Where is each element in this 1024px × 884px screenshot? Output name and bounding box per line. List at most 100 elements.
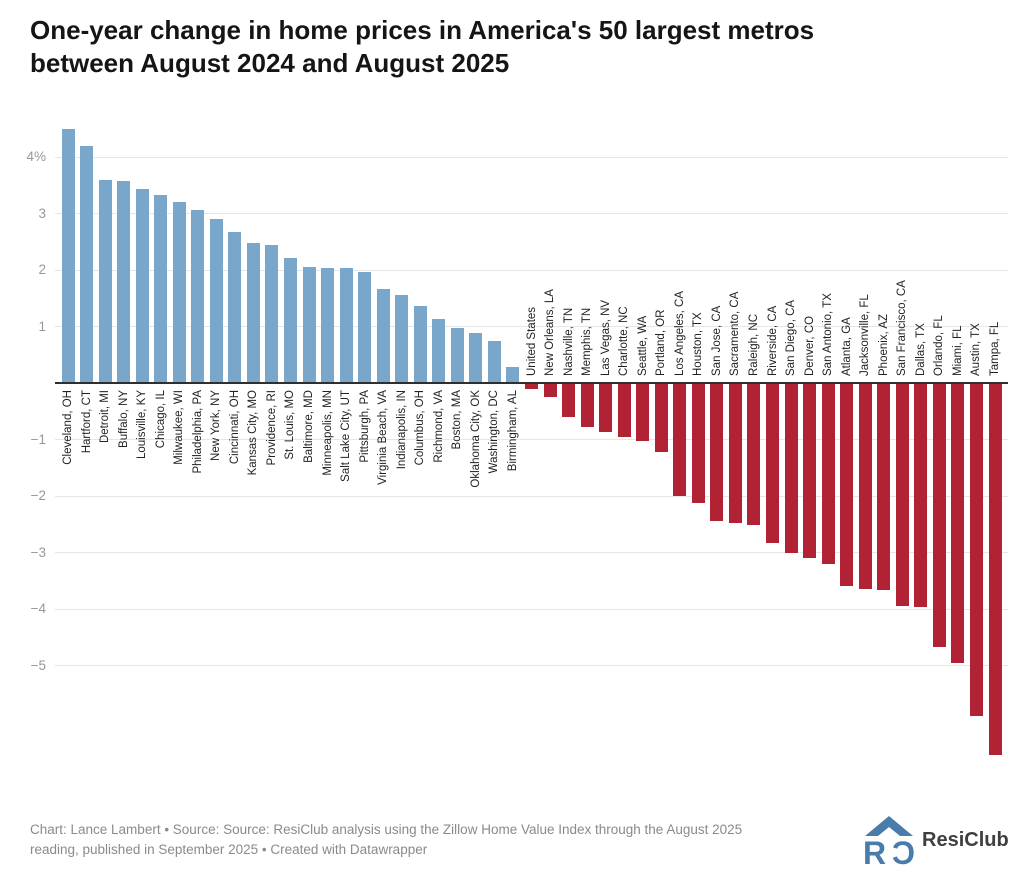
y-axis-tick-label: 4% bbox=[26, 149, 46, 164]
bar-label: Minneapolis, MN bbox=[321, 390, 334, 476]
bar[interactable] bbox=[728, 383, 742, 524]
bar[interactable] bbox=[858, 383, 872, 589]
bar[interactable] bbox=[673, 383, 687, 496]
bar-label: St. Louis, MO bbox=[284, 390, 297, 460]
gridline bbox=[55, 665, 1008, 666]
gridline bbox=[55, 495, 1008, 497]
bar-label: Richmond, VA bbox=[432, 390, 445, 463]
bar-label: Nashville, TN bbox=[562, 307, 575, 376]
bar[interactable] bbox=[895, 383, 909, 606]
bar[interactable] bbox=[710, 383, 724, 521]
bar[interactable] bbox=[691, 383, 705, 504]
y-axis-tick-label: 1 bbox=[38, 318, 46, 334]
y-axis-tick-label: −5 bbox=[30, 657, 46, 673]
bar-label: Virginia Beach, VA bbox=[377, 390, 390, 485]
chart-title: One-year change in home prices in Americ… bbox=[30, 14, 990, 80]
bar[interactable] bbox=[877, 383, 891, 591]
bar[interactable] bbox=[487, 341, 501, 383]
bar[interactable] bbox=[432, 319, 446, 383]
bar-label: Chicago, IL bbox=[154, 390, 167, 449]
bar-label: Phoenix, AZ bbox=[877, 313, 890, 376]
bar[interactable] bbox=[154, 195, 168, 383]
bar-label: Denver, CO bbox=[803, 315, 816, 376]
bar[interactable] bbox=[228, 232, 242, 383]
bar[interactable] bbox=[969, 383, 983, 717]
bar-label: Washington, DC bbox=[488, 390, 501, 474]
bar-label: Hartford, CT bbox=[80, 390, 93, 454]
bar[interactable] bbox=[506, 367, 520, 383]
bar[interactable] bbox=[747, 383, 761, 526]
bar[interactable] bbox=[117, 180, 131, 383]
bar[interactable] bbox=[80, 145, 94, 383]
bar[interactable] bbox=[988, 383, 1002, 755]
bar[interactable] bbox=[784, 383, 798, 553]
bar[interactable] bbox=[469, 333, 483, 383]
resiclub-logo: R C ResiClub bbox=[864, 810, 1014, 870]
bar[interactable] bbox=[321, 267, 335, 383]
bar-label: Boston, MA bbox=[451, 390, 464, 450]
bar[interactable] bbox=[358, 271, 372, 383]
svg-text:C: C bbox=[892, 835, 914, 867]
bar-label: Buffalo, NY bbox=[117, 390, 130, 448]
bar-label: Riverside, CA bbox=[766, 305, 779, 376]
bar[interactable] bbox=[821, 383, 835, 564]
bar[interactable] bbox=[98, 179, 112, 383]
bar[interactable] bbox=[191, 210, 205, 383]
bar[interactable] bbox=[562, 383, 576, 417]
bar[interactable] bbox=[413, 305, 427, 383]
bar[interactable] bbox=[654, 383, 668, 453]
y-axis-tick-label: −3 bbox=[30, 544, 46, 560]
bar[interactable] bbox=[246, 243, 260, 383]
bar[interactable] bbox=[951, 383, 965, 663]
bar[interactable] bbox=[803, 383, 817, 559]
bar-label: Sacramento, CA bbox=[729, 291, 742, 376]
bar[interactable] bbox=[525, 383, 538, 389]
y-axis-tick-label: −4 bbox=[30, 601, 46, 616]
bar-label: Kansas City, MO bbox=[247, 390, 260, 476]
bar-label: Las Vegas, NV bbox=[599, 299, 612, 376]
bar-label: San Francisco, CA bbox=[896, 280, 909, 376]
bar-label: Indianapolis, IN bbox=[395, 390, 408, 470]
bar[interactable] bbox=[599, 383, 613, 432]
bar[interactable] bbox=[265, 245, 279, 383]
bar[interactable] bbox=[450, 327, 464, 383]
bar[interactable] bbox=[302, 267, 316, 383]
bar[interactable] bbox=[766, 383, 780, 543]
bar[interactable] bbox=[339, 268, 353, 383]
bar[interactable] bbox=[172, 202, 186, 383]
bar-label: Birmingham, AL bbox=[506, 390, 519, 472]
bar-label: Cleveland, OH bbox=[62, 390, 74, 465]
bar[interactable] bbox=[543, 383, 557, 398]
bar-label: San Diego, CA bbox=[785, 299, 798, 376]
bar-label: New Orleans, LA bbox=[544, 289, 557, 376]
bar-label: San Jose, CA bbox=[710, 305, 723, 376]
bar-label: Jacksonville, FL bbox=[859, 294, 872, 376]
gridline bbox=[55, 608, 1008, 610]
gridline bbox=[55, 213, 1008, 214]
bar[interactable] bbox=[376, 288, 390, 383]
bar-label: Columbus, OH bbox=[414, 390, 427, 466]
bar-label: Portland, OR bbox=[655, 309, 668, 376]
gridline bbox=[55, 156, 1008, 158]
bar[interactable] bbox=[914, 383, 928, 608]
attribution-line2: reading, published in September 2025 • C… bbox=[30, 842, 428, 857]
y-axis-tick-label: 2 bbox=[38, 262, 46, 277]
bar[interactable] bbox=[61, 128, 75, 383]
bar-label: Seattle, WA bbox=[636, 315, 649, 376]
gridline bbox=[55, 269, 1008, 271]
bar[interactable] bbox=[580, 383, 594, 428]
bar-label: Philadelphia, PA bbox=[191, 390, 204, 474]
bar[interactable] bbox=[840, 383, 854, 587]
bar[interactable] bbox=[135, 189, 149, 383]
bar-label: Dallas, TX bbox=[914, 323, 927, 376]
bar[interactable] bbox=[209, 219, 223, 383]
bar[interactable] bbox=[395, 294, 409, 383]
bar[interactable] bbox=[283, 257, 297, 383]
bar-label: Pittsburgh, PA bbox=[358, 390, 371, 463]
bar[interactable] bbox=[932, 383, 946, 648]
bar[interactable] bbox=[617, 383, 631, 437]
attribution-line1: Chart: Lance Lambert • Source: Source: R… bbox=[30, 822, 743, 837]
resiclub-logo-text: ResiClub bbox=[922, 828, 1009, 851]
bar[interactable] bbox=[636, 383, 650, 442]
bar-label: Charlotte, NC bbox=[618, 306, 631, 376]
